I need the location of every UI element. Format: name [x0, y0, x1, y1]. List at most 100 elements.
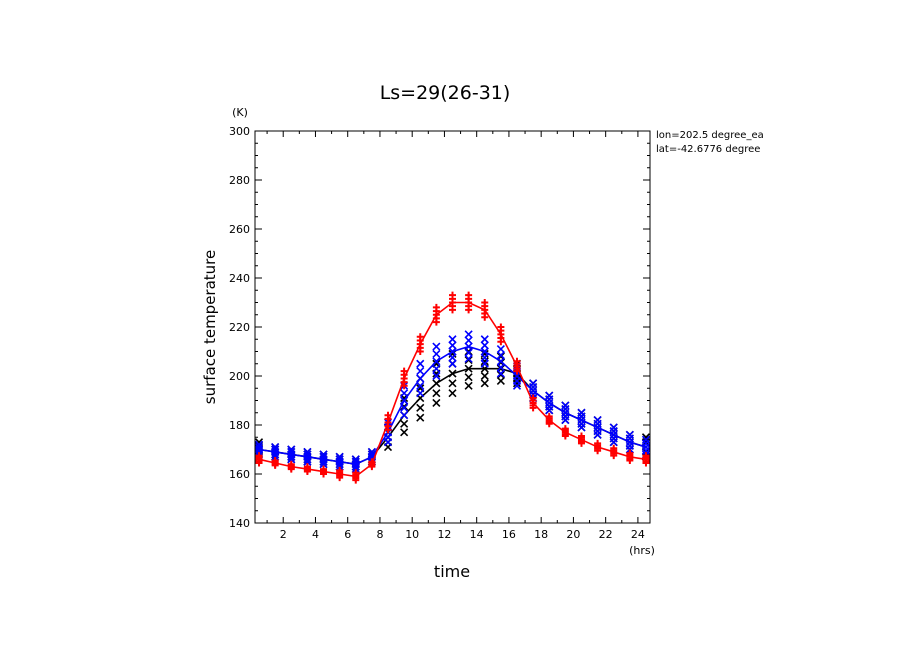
data-point — [480, 379, 489, 388]
data-point — [545, 406, 554, 415]
x-tick-label: 12 — [437, 528, 451, 541]
data-point — [254, 440, 264, 449]
data-point — [545, 391, 554, 400]
data-point — [529, 379, 538, 388]
lon-annotation: lon=202.5 degree_ea — [656, 130, 764, 141]
data-point — [561, 425, 569, 433]
y-axis-label: surface temperature — [201, 250, 219, 405]
series-1 — [254, 330, 651, 474]
x-tick-label: 20 — [566, 528, 580, 541]
data-point — [464, 381, 473, 390]
data-point — [593, 416, 602, 425]
axis-ticks: 2 4 6 8 10 12 14 16 18 20 22 2414016018020022024026… — [229, 125, 650, 541]
y-tick-label: 200 — [229, 370, 250, 383]
data-point — [400, 428, 409, 437]
y-unit-label: (K) — [232, 106, 248, 119]
data-point — [448, 353, 457, 362]
data-point — [577, 423, 586, 432]
data-point — [432, 398, 441, 408]
data-point — [464, 373, 473, 382]
x-tick-label: 8 — [376, 528, 383, 541]
x-unit-label: (hrs) — [629, 544, 655, 557]
series-0 — [255, 291, 650, 484]
data-point — [496, 363, 505, 372]
data-point — [336, 466, 344, 474]
data-point — [271, 442, 280, 452]
data-point — [641, 433, 651, 442]
data-point — [610, 444, 618, 452]
data-point — [545, 412, 553, 420]
data-point — [480, 359, 489, 368]
data-point — [496, 351, 505, 360]
y-tick-label: 300 — [229, 125, 250, 138]
data-point — [416, 381, 425, 390]
data-point — [400, 389, 409, 398]
data-point — [464, 348, 473, 357]
data-point — [464, 336, 473, 345]
data-point — [594, 439, 602, 447]
x-tick-label: 4 — [312, 528, 319, 541]
data-point — [416, 389, 425, 398]
data-point — [577, 432, 585, 440]
data-point — [609, 438, 618, 447]
data-point — [496, 370, 505, 379]
data-point — [416, 403, 425, 412]
data-marks — [254, 291, 651, 484]
data-point — [625, 430, 634, 439]
data-point — [464, 330, 473, 339]
data-point — [351, 455, 360, 464]
data-point — [464, 354, 473, 363]
data-point — [432, 342, 441, 351]
series-line — [258, 301, 647, 478]
data-point — [577, 408, 586, 417]
data-point — [287, 445, 296, 454]
series-2 — [254, 347, 651, 474]
data-point — [496, 344, 505, 354]
y-tick-label: 140 — [229, 517, 250, 530]
series-line — [258, 345, 647, 466]
x-axis-label: time — [434, 562, 470, 581]
data-point — [303, 447, 312, 457]
data-point — [464, 356, 473, 365]
data-point — [496, 369, 505, 378]
data-point — [400, 411, 409, 420]
data-point — [480, 335, 489, 344]
data-point — [465, 291, 473, 299]
data-point — [352, 469, 360, 477]
data-point — [480, 371, 489, 381]
y-tick-label: 260 — [229, 223, 250, 236]
x-tick-label: 2 — [280, 528, 287, 541]
lat-annotation: lat=-42.6776 degree — [656, 144, 760, 155]
data-point — [448, 389, 457, 398]
data-point — [432, 371, 441, 381]
y-tick-label: 220 — [229, 321, 250, 334]
data-point — [255, 452, 263, 460]
data-point — [480, 353, 489, 362]
data-point — [432, 303, 440, 311]
data-point — [480, 341, 489, 350]
x-tick-label: 14 — [470, 528, 484, 541]
data-point — [609, 423, 618, 432]
data-point — [448, 341, 457, 350]
y-tick-label: 160 — [229, 468, 250, 481]
data-point — [416, 367, 425, 376]
x-tick-label: 10 — [405, 528, 419, 541]
data-point — [416, 359, 425, 368]
y-tick-label: 280 — [229, 174, 250, 187]
x-tick-label: 24 — [631, 528, 645, 541]
data-point — [642, 452, 650, 460]
data-point — [561, 416, 570, 425]
data-point — [319, 450, 328, 459]
data-point — [416, 333, 424, 341]
data-point — [626, 449, 634, 457]
data-point — [497, 323, 505, 331]
data-point — [335, 452, 344, 461]
data-point — [432, 364, 441, 373]
data-point — [561, 401, 570, 410]
data-point — [254, 441, 264, 450]
data-point — [593, 430, 602, 439]
data-point — [641, 435, 651, 444]
data-point — [432, 349, 441, 359]
data-point — [449, 291, 456, 299]
